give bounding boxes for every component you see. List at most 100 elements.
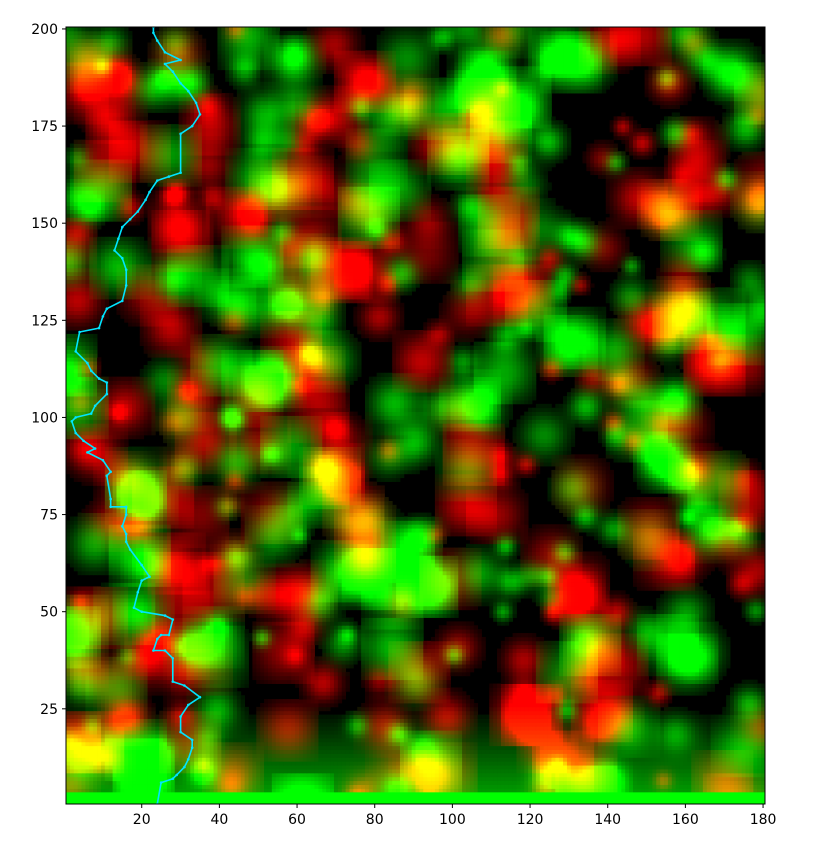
series-point <box>187 758 190 761</box>
series-point <box>125 541 128 544</box>
x-tick-label: 80 <box>366 812 384 828</box>
series-point <box>187 704 190 707</box>
x-tick-label: 40 <box>210 812 228 828</box>
series-point <box>74 416 77 419</box>
series-point <box>94 447 97 450</box>
series-point <box>160 634 163 637</box>
heatmap-image <box>66 27 765 804</box>
x-tick-label: 60 <box>288 812 306 828</box>
y-tick-label: 150 <box>31 216 58 232</box>
series-point <box>125 533 128 536</box>
x-tick-label: 120 <box>517 812 544 828</box>
y-tick-label: 175 <box>31 119 58 135</box>
series-point <box>98 327 101 330</box>
y-tick-label: 75 <box>40 508 58 524</box>
series-point <box>74 350 77 353</box>
series-point <box>156 179 159 182</box>
series-point <box>125 284 128 287</box>
series-point <box>191 739 194 742</box>
series-point <box>113 249 116 252</box>
series-point <box>152 32 155 35</box>
series-point <box>106 381 109 384</box>
series-point <box>98 377 101 380</box>
y-tick-label: 50 <box>40 605 58 621</box>
series-point <box>144 199 147 202</box>
series-point <box>109 506 112 509</box>
series-point <box>125 269 128 272</box>
x-tick-label: 180 <box>750 812 777 828</box>
y-tick-label: 200 <box>31 22 58 38</box>
series-point <box>148 575 151 578</box>
series-point <box>140 579 143 582</box>
series-point <box>172 70 175 73</box>
series-point <box>74 432 77 435</box>
series-point <box>195 102 198 105</box>
series-point <box>179 731 182 734</box>
x-tick-label: 100 <box>439 812 466 828</box>
series-point <box>71 420 74 423</box>
series-point <box>129 218 132 221</box>
x-tick-label: 140 <box>594 812 621 828</box>
series-point <box>137 591 140 594</box>
series-point <box>156 638 159 641</box>
series-point <box>102 315 105 318</box>
series-point <box>90 412 93 415</box>
series-point <box>191 746 194 749</box>
series-point <box>183 766 186 769</box>
series-point <box>121 257 124 260</box>
series-point <box>140 610 143 613</box>
series-point <box>86 362 89 365</box>
series-point <box>179 82 182 85</box>
series-point <box>168 634 171 637</box>
series-point <box>94 405 97 408</box>
series-point <box>121 226 124 229</box>
series-point <box>109 471 112 474</box>
series-point <box>106 307 109 310</box>
series-point <box>164 649 167 652</box>
series-point <box>191 125 194 128</box>
series-point <box>137 210 140 213</box>
series-point <box>187 90 190 93</box>
series-point <box>125 506 128 509</box>
series-point <box>183 684 186 687</box>
series-point <box>179 715 182 718</box>
series-point <box>129 548 132 551</box>
series-point <box>90 370 93 373</box>
series-point <box>148 191 151 194</box>
y-tick-label: 100 <box>31 410 58 426</box>
series-point <box>121 525 124 528</box>
series-point <box>106 393 109 396</box>
series-point <box>117 237 120 240</box>
series-point <box>125 513 128 516</box>
series-point <box>109 498 112 501</box>
series-point <box>160 781 163 784</box>
series-point <box>172 777 175 780</box>
bottom-band <box>66 792 765 804</box>
series-point <box>102 459 105 462</box>
series-point <box>164 51 167 54</box>
x-tick-label: 20 <box>133 812 151 828</box>
series-point <box>172 657 175 660</box>
series-point <box>106 474 109 477</box>
series-point <box>82 440 85 443</box>
series-point <box>175 774 178 777</box>
series-point <box>168 175 171 178</box>
series-point <box>121 300 124 303</box>
series-point <box>172 618 175 621</box>
bottom-band-fill <box>66 792 765 804</box>
series-point <box>140 564 143 567</box>
series-point <box>164 63 167 66</box>
series-point <box>199 113 202 116</box>
y-tick-label: 25 <box>40 702 58 718</box>
series-point <box>86 451 89 454</box>
y-tick-label: 125 <box>31 313 58 329</box>
x-axis: 20 40 60 80 100 120 140 160 180 <box>133 804 777 828</box>
series-point <box>172 680 175 683</box>
series-point <box>152 649 155 652</box>
series-point <box>199 696 202 699</box>
y-axis: 25 50 75 100 125 150 175 200 <box>31 22 66 718</box>
series-point <box>164 614 167 617</box>
series-point <box>78 331 81 334</box>
x-tick-label: 160 <box>672 812 699 828</box>
